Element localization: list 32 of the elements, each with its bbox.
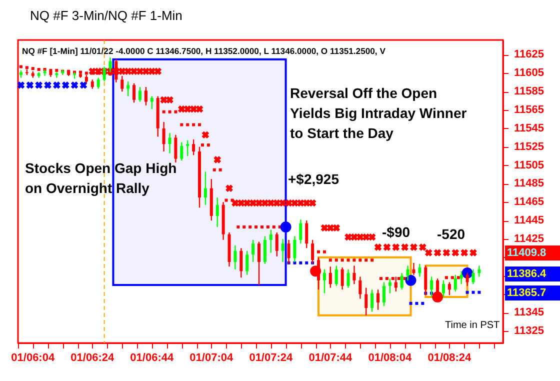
y-tick-label: 11565	[514, 104, 544, 116]
y-tick-label: 11525	[514, 140, 544, 153]
y-tick-label: 11485	[514, 178, 544, 190]
annotation: +$2,925	[288, 171, 340, 187]
x-tick-label: 01/07:24	[249, 352, 294, 364]
x-tick-label: 01/08:04	[368, 352, 413, 364]
text: NQ #F [1-Min] 11/01/22 -4.0000 C 11346.7500, H 11352.0000, L 11346.0000, O 11351.2500, V	[22, 46, 386, 56]
annotation: -$90	[382, 224, 410, 240]
annotation: Time in PST	[445, 320, 500, 331]
y-tick-label: 11545	[514, 122, 544, 134]
annotation: Reversal Off the Open Yields Big Intraday Winner to Start the Day	[290, 85, 468, 141]
x-tick-label: 01/07:44	[308, 352, 354, 364]
x-tick-label: 01/06:04	[11, 352, 56, 364]
annotation: -520	[437, 226, 466, 242]
y-tick-label: 11625	[514, 48, 544, 61]
x-tick-label: 01/06:24	[70, 352, 115, 364]
text: 11365.7	[507, 287, 546, 299]
x-tick-label: 01/08:24	[428, 352, 472, 364]
text: 11409.8	[507, 247, 546, 259]
y-tick-label: 11345	[514, 306, 544, 319]
y-tick-label: 11465	[514, 196, 544, 208]
y-tick-label: 11585	[514, 86, 544, 98]
y-tick-label: 11505	[514, 159, 544, 172]
y-tick-label: 11605	[514, 67, 544, 80]
x-tick-label: 01/06:44	[130, 352, 174, 364]
annotation: Stocks Open Gap High on Overnight Rally	[25, 160, 177, 196]
text: 11386.4	[507, 268, 548, 280]
chart-title: NQ #F 3-Min/NQ #F 1-Min	[30, 8, 182, 23]
x-tick-label: 01/07:04	[190, 352, 234, 364]
y-tick-label: 11445	[514, 214, 544, 227]
y-tick-label: 11425	[514, 232, 544, 245]
y-tick-label: 11325	[514, 325, 544, 338]
